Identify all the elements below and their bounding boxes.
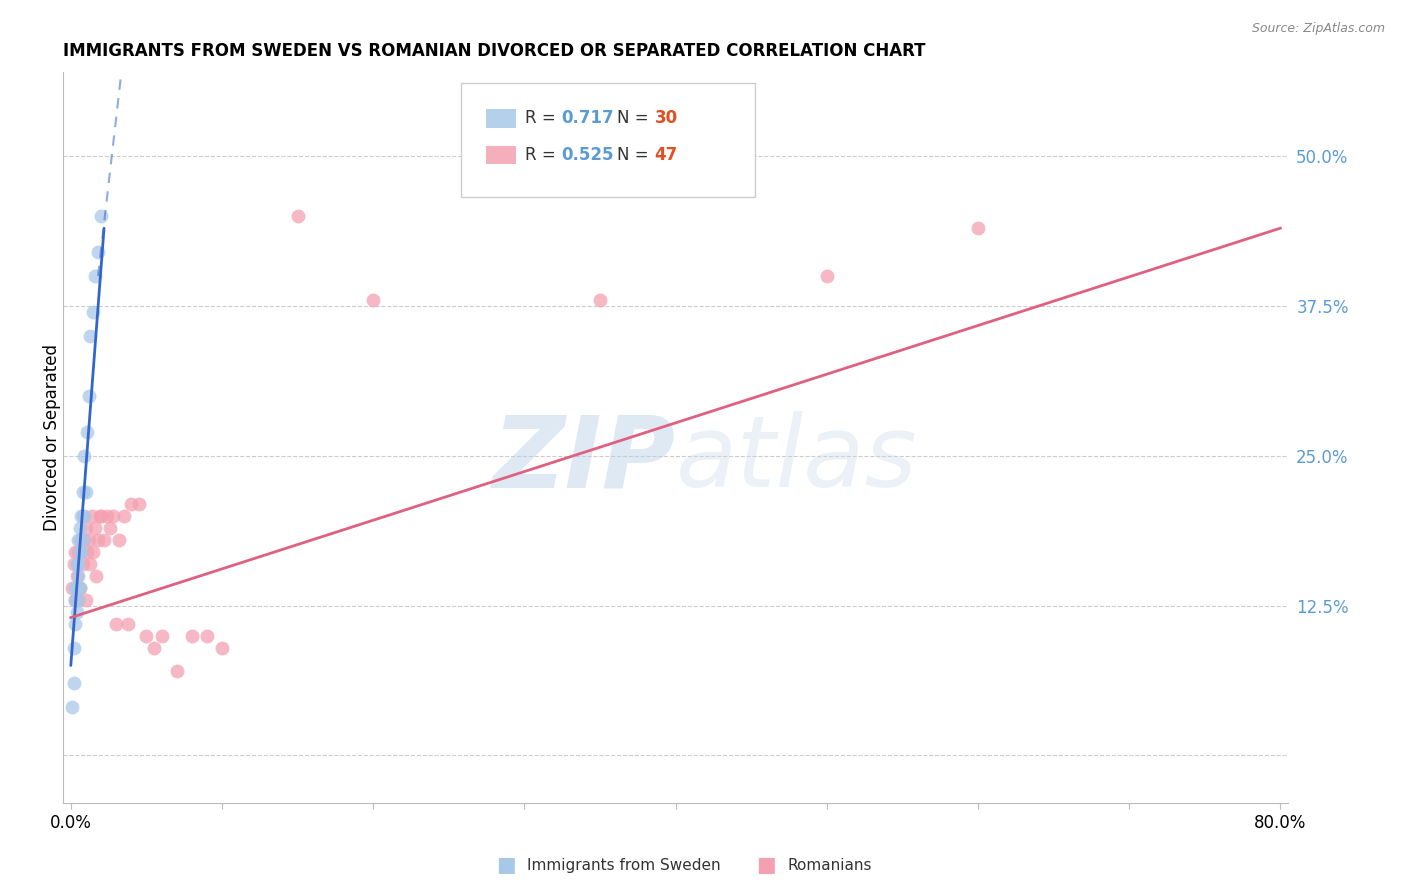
Point: [82, 544, 104, 558]
Point: [82, 305, 104, 319]
Text: N =: N =: [617, 110, 654, 128]
Text: Source: ZipAtlas.com: Source: ZipAtlas.com: [1251, 22, 1385, 36]
Point: [75, 484, 97, 499]
Point: [70, 508, 93, 523]
Text: ■: ■: [496, 855, 516, 875]
Text: IMMIGRANTS FROM SWEDEN VS ROMANIAN DIVORCED OR SEPARATED CORRELATION CHART: IMMIGRANTS FROM SWEDEN VS ROMANIAN DIVOR…: [63, 42, 925, 60]
Point: [180, 629, 202, 643]
Text: Immigrants from Sweden: Immigrants from Sweden: [527, 858, 721, 872]
Point: [72, 557, 94, 571]
Point: [66, 568, 89, 582]
Point: [75, 521, 97, 535]
Text: ZIP: ZIP: [492, 411, 675, 508]
Text: ■: ■: [756, 855, 776, 875]
Point: [87, 533, 110, 547]
Point: [589, 293, 612, 307]
Point: [117, 616, 139, 631]
Point: [79, 557, 101, 571]
Point: [142, 640, 165, 655]
Point: [93, 533, 115, 547]
Point: [65, 592, 87, 607]
Point: [98, 521, 121, 535]
Text: atlas: atlas: [675, 411, 917, 508]
Point: [105, 616, 128, 631]
Point: [69, 544, 91, 558]
Point: [90, 508, 112, 523]
Text: N =: N =: [617, 146, 654, 164]
Point: [67, 533, 90, 547]
Point: [67, 592, 90, 607]
Point: [66, 605, 89, 619]
Point: [65, 592, 87, 607]
Point: [70, 544, 93, 558]
Point: [79, 329, 101, 343]
Point: [60, 581, 83, 595]
Point: [65, 544, 87, 558]
Point: [120, 497, 142, 511]
FancyBboxPatch shape: [461, 83, 755, 196]
Point: [89, 508, 111, 523]
Point: [211, 640, 233, 655]
Point: [75, 592, 97, 607]
Point: [65, 581, 87, 595]
Point: [62, 676, 84, 690]
Point: [65, 616, 87, 631]
Point: [76, 425, 98, 439]
Point: [67, 544, 90, 558]
Point: [84, 521, 107, 535]
Point: [87, 245, 110, 260]
Point: [72, 508, 94, 523]
Bar: [485, 146, 516, 164]
Point: [96, 508, 118, 523]
Point: [72, 484, 94, 499]
Y-axis label: Divorced or Separated: Divorced or Separated: [44, 344, 60, 532]
Point: [84, 269, 107, 284]
Text: 0.525: 0.525: [561, 146, 614, 164]
Point: [815, 269, 838, 284]
Point: [67, 557, 90, 571]
Point: [967, 221, 990, 235]
Point: [62, 640, 84, 655]
Point: [90, 209, 112, 223]
Point: [67, 592, 90, 607]
Point: [60, 700, 83, 714]
Point: [361, 293, 384, 307]
Point: [80, 508, 103, 523]
Point: [62, 557, 84, 571]
Text: R =: R =: [524, 146, 561, 164]
Point: [72, 533, 94, 547]
Text: R =: R =: [524, 110, 561, 128]
Point: [112, 508, 135, 523]
Point: [287, 209, 309, 223]
Point: [128, 497, 150, 511]
Point: [150, 629, 173, 643]
Point: [76, 544, 98, 558]
Point: [108, 533, 131, 547]
Text: Romanians: Romanians: [787, 858, 872, 872]
Point: [67, 568, 90, 582]
Point: [66, 581, 89, 595]
Point: [69, 581, 91, 595]
Point: [73, 508, 96, 523]
Point: [69, 581, 91, 595]
Point: [135, 629, 157, 643]
Point: [69, 533, 91, 547]
Point: [86, 568, 108, 582]
Point: [101, 508, 124, 523]
Point: [73, 533, 96, 547]
Point: [66, 557, 89, 571]
Point: [70, 544, 93, 558]
Point: [166, 665, 188, 679]
Point: [69, 521, 91, 535]
Point: [77, 389, 100, 403]
Text: 47: 47: [655, 146, 678, 164]
Point: [73, 449, 96, 463]
Bar: [485, 110, 516, 128]
Text: 30: 30: [655, 110, 678, 128]
Point: [195, 629, 218, 643]
Point: [77, 533, 100, 547]
Text: 0.717: 0.717: [561, 110, 614, 128]
